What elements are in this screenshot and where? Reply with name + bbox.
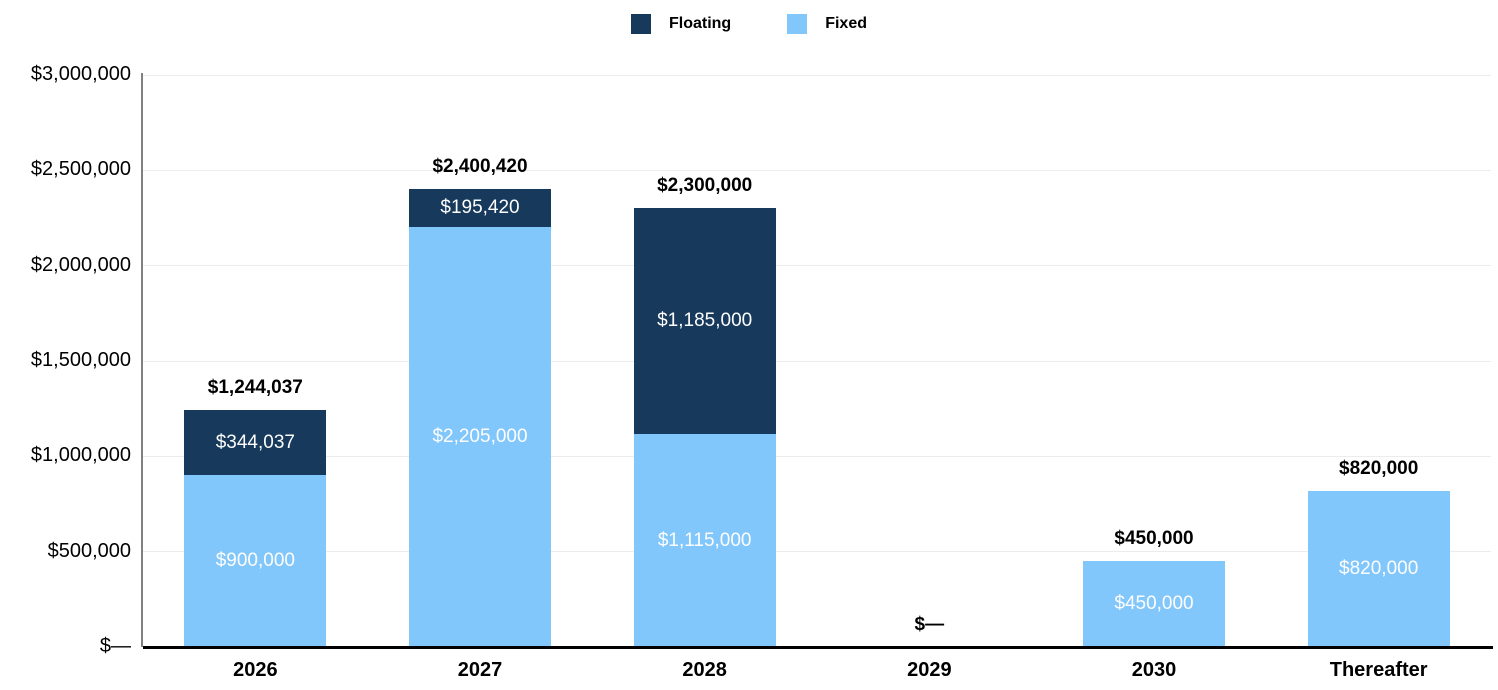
y-axis-tick-label: $3,000,000	[30, 63, 131, 85]
y-axis-tick-label: $1,500,000	[30, 349, 131, 371]
bar-segment-fixed-thereafter: $820,000	[1307, 490, 1450, 647]
gridline	[143, 360, 1491, 362]
fixed-swatch-icon	[787, 14, 808, 34]
bar-segment-fixed-2027: $2,205,000	[409, 226, 551, 647]
chart-legend: Floating Fixed	[0, 14, 1498, 34]
x-axis-label-2026: 2026	[233, 659, 278, 681]
legend-label-floating: Floating	[668, 15, 732, 32]
y-axis-tick-label: $—	[99, 635, 131, 657]
segment-value-label: $900,000	[215, 550, 295, 572]
segment-value-label: $450,000	[1114, 593, 1194, 615]
bar-segment-fixed-2026: $900,000	[184, 475, 327, 647]
segment-value-label: $195,420	[440, 196, 520, 218]
x-axis-baseline	[143, 646, 1493, 649]
segment-value-label: $2,205,000	[432, 425, 528, 447]
y-axis-tick-label: $2,500,000	[30, 158, 131, 181]
bar-segment-floating-2027: $195,420	[409, 189, 551, 227]
y-axis-tick-label: $500,000	[47, 539, 131, 562]
segment-value-label: $820,000	[1339, 557, 1419, 579]
bar-segment-fixed-2030: $450,000	[1083, 561, 1225, 647]
bar-total-label: $—	[914, 614, 945, 635]
bar-total-label: $1,244,037	[207, 376, 303, 398]
y-axis-line	[141, 73, 143, 647]
bar-segment-floating-2028: $1,185,000	[633, 208, 776, 435]
legend-label-fixed: Fixed	[825, 15, 867, 32]
gridline	[143, 551, 1491, 553]
bar-total-label: $450,000	[1114, 528, 1194, 550]
legend-item-fixed: Fixed	[787, 14, 867, 34]
legend-item-floating: Floating	[630, 14, 732, 34]
segment-value-label: $1,115,000	[657, 529, 752, 551]
x-axis-label-2029: 2029	[907, 659, 952, 681]
bar-segment-fixed-2028: $1,115,000	[633, 434, 776, 647]
segment-value-label: $344,037	[215, 431, 295, 453]
gridline	[143, 74, 1491, 76]
gridline	[143, 169, 1491, 171]
bar-total-label: $2,400,420	[432, 156, 528, 178]
floating-swatch-icon	[630, 14, 651, 34]
y-axis-tick-label: $2,000,000	[30, 253, 131, 276]
y-axis-tick-label: $1,000,000	[30, 444, 131, 467]
x-axis-label-thereafter: Thereafter	[1329, 659, 1428, 681]
x-axis-label-2027: 2027	[457, 659, 503, 681]
x-axis-label-2028: 2028	[682, 659, 727, 681]
x-axis-label-2030: 2030	[1131, 659, 1177, 681]
gridline	[143, 455, 1491, 457]
bar-segment-floating-2026: $344,037	[184, 409, 327, 476]
bar-total-label: $820,000	[1339, 457, 1419, 479]
bar-total-label: $2,300,000	[657, 175, 753, 197]
gridline	[143, 265, 1491, 267]
segment-value-label: $1,185,000	[657, 310, 753, 332]
